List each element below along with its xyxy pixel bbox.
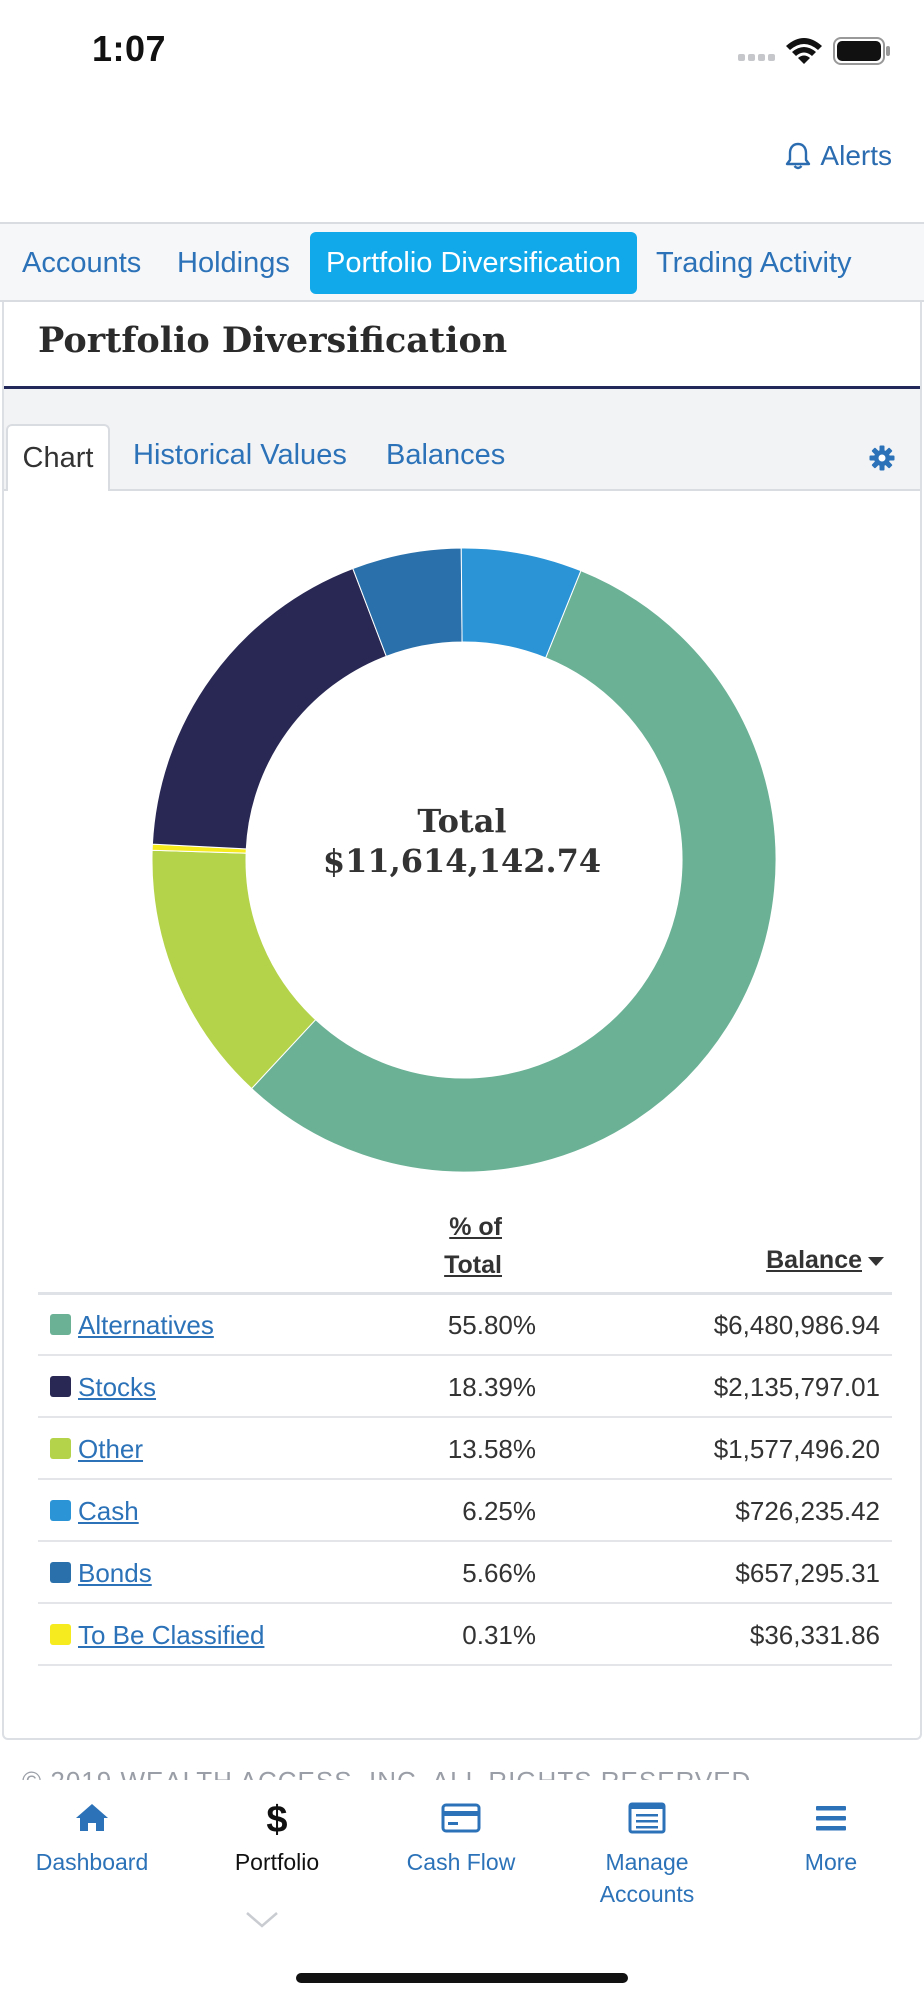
- pct-of-total-cell: 0.31%: [462, 1620, 536, 1650]
- table-row: To Be Classified 0.31% $36,331.86: [38, 1604, 892, 1666]
- nav-more[interactable]: More: [746, 1798, 916, 1878]
- legend-swatch: [50, 1562, 71, 1583]
- svg-text:$: $: [266, 1799, 287, 1838]
- donut-slice-cash[interactable]: [460, 547, 582, 659]
- gear-icon[interactable]: [868, 444, 896, 472]
- table-row: Cash 6.25% $726,235.42: [38, 1480, 892, 1542]
- donut-slice-alternatives[interactable]: [250, 570, 777, 1173]
- page-title: Portfolio Diversification: [38, 320, 508, 361]
- subtab-historical-values[interactable]: Historical Values: [133, 439, 347, 471]
- balance-header[interactable]: Balance: [704, 1246, 884, 1275]
- asset-class-link[interactable]: To Be Classified: [78, 1620, 265, 1650]
- table-row: Bonds 5.66% $657,295.31: [38, 1542, 892, 1604]
- nav-more-label: More: [804, 1849, 858, 1875]
- bell-icon: [786, 142, 811, 170]
- subtabs-bar: [4, 389, 920, 491]
- asset-class-link[interactable]: Cash: [78, 1496, 139, 1526]
- balance-cell: $6,480,986.94: [713, 1310, 880, 1340]
- asset-class-link[interactable]: Bonds: [78, 1558, 152, 1588]
- pct-of-total-cell: 55.80%: [447, 1310, 536, 1340]
- legend-swatch: [50, 1376, 71, 1397]
- nav-dashboard-label: Dashboard: [35, 1849, 149, 1875]
- pct-of-total-header[interactable]: % of Total: [408, 1208, 502, 1284]
- title-divider: [4, 386, 920, 389]
- asset-class-link[interactable]: Stocks: [78, 1372, 157, 1402]
- diversification-donut-chart: [151, 547, 777, 1173]
- nav-dashboard[interactable]: Dashboard: [7, 1798, 177, 1878]
- balance-cell: $2,135,797.01: [713, 1372, 880, 1402]
- signal-wifi-battery-icon: [738, 37, 890, 65]
- balance-cell: $1,577,496.20: [713, 1434, 880, 1464]
- sort-desc-icon: [868, 1256, 884, 1266]
- subtab-balances[interactable]: Balances: [386, 439, 506, 471]
- legend-swatch: [50, 1438, 71, 1459]
- pct-of-total-cell: 18.39%: [447, 1372, 536, 1402]
- balance-header-label: Balance: [766, 1246, 862, 1274]
- home-icon: [76, 1804, 108, 1831]
- tab-accounts[interactable]: Accounts: [22, 247, 142, 279]
- nav-manage-accounts[interactable]: Manage Accounts: [562, 1798, 732, 1910]
- pct-of-total-cell: 6.25%: [462, 1496, 536, 1526]
- pct-header-line2: Total: [444, 1251, 502, 1279]
- donut-total-value: $11,614,142.74: [322, 842, 602, 880]
- portfolio-card: Portfolio Diversification Chart Historic…: [2, 302, 922, 1740]
- alerts-button[interactable]: Alerts: [784, 140, 892, 172]
- nav-cash-flow-label: Cash Flow: [406, 1849, 516, 1875]
- table-header-divider: [38, 1292, 892, 1295]
- pct-of-total-cell: 13.58%: [447, 1434, 536, 1464]
- status-bar: 1:07: [0, 0, 924, 100]
- hamburger-icon: [816, 1806, 846, 1831]
- alerts-label: Alerts: [820, 140, 892, 171]
- legend-swatch: [50, 1500, 71, 1521]
- tab-holdings[interactable]: Holdings: [177, 247, 290, 279]
- donut-total-label: Total: [417, 802, 507, 840]
- list-window-icon: [628, 1802, 666, 1834]
- top-tabs: Accounts Holdings Portfolio Diversificat…: [0, 222, 924, 302]
- credit-card-icon: [441, 1803, 481, 1833]
- table-row: Stocks 18.39% $2,135,797.01: [38, 1356, 892, 1418]
- balance-cell: $726,235.42: [735, 1496, 880, 1526]
- chevron-down-icon: [246, 1912, 278, 1928]
- asset-class-link[interactable]: Other: [78, 1434, 144, 1464]
- dollar-icon: $: [266, 1799, 287, 1838]
- bottom-nav: Dashboard $ Portfolio Cash Flow Manage A…: [0, 1780, 924, 2000]
- status-icons: [680, 32, 910, 72]
- pct-header-line1: % of: [449, 1213, 502, 1241]
- legend-swatch: [50, 1314, 71, 1335]
- nav-cash-flow[interactable]: Cash Flow: [376, 1798, 546, 1878]
- balance-cell: $36,331.86: [749, 1620, 880, 1650]
- subtab-chart[interactable]: Chart: [6, 424, 110, 491]
- pct-of-total-cell: 5.66%: [462, 1558, 536, 1588]
- nav-manage-accounts-label: Manage Accounts: [599, 1849, 695, 1907]
- table-row: Other 13.58% $1,577,496.20: [38, 1418, 892, 1480]
- tab-portfolio-diversification[interactable]: Portfolio Diversification: [310, 232, 637, 294]
- nav-portfolio-label: Portfolio: [234, 1849, 320, 1875]
- tab-trading-activity[interactable]: Trading Activity: [656, 247, 852, 279]
- nav-portfolio[interactable]: $ Portfolio: [192, 1798, 362, 1878]
- status-time: 1:07: [92, 28, 167, 69]
- asset-class-link[interactable]: Alternatives: [78, 1310, 214, 1340]
- table-row: Alternatives 55.80% $6,480,986.94: [38, 1294, 892, 1356]
- balance-cell: $657,295.31: [735, 1558, 880, 1588]
- home-indicator: [296, 1973, 628, 1983]
- legend-swatch: [50, 1624, 71, 1645]
